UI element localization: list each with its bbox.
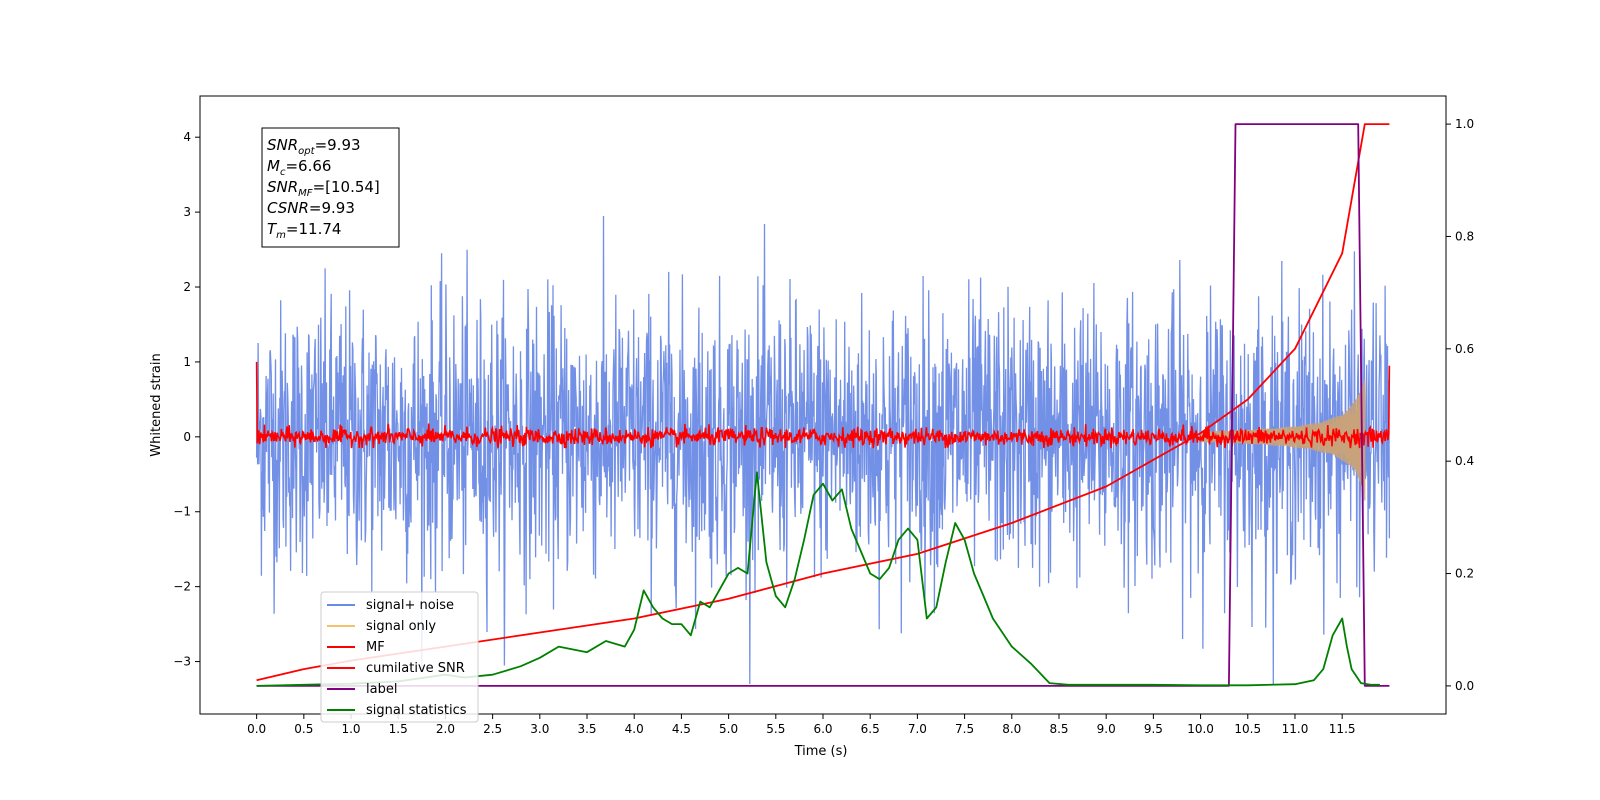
x-axis-label: Time (s)	[794, 744, 848, 759]
x-tick-label: 1.5	[389, 722, 408, 736]
legend-label: signal only	[366, 619, 436, 634]
legend: signal+ noise signal only MF cumilative SNR…	[320, 591, 479, 723]
annotation-line: Tm=11.74	[267, 220, 341, 241]
annotation-line: Mc=6.66	[267, 157, 331, 178]
legend-frame	[320, 591, 479, 723]
annotation-line: SNRopt=9.93	[267, 136, 361, 157]
label-line	[256, 123, 1390, 687]
legend-label: signal statistics	[366, 703, 467, 718]
x-tick-label: 8.5	[1049, 722, 1068, 736]
y2-axis-ticks: 0.0 0.2 0.4 0.6 0.8 1.0	[1446, 117, 1474, 693]
legend-label: MF	[366, 640, 385, 655]
legend-label: signal+ noise	[366, 598, 454, 613]
y-tick-label: 0	[183, 430, 191, 444]
y-tick-label: −2	[173, 580, 191, 594]
y-tick-label: 1	[183, 355, 191, 369]
y2-tick-label: 0.6	[1455, 342, 1474, 356]
x-tick-label: 7.0	[908, 722, 927, 736]
y-tick-label: 2	[183, 280, 191, 294]
x-tick-label: 6.0	[813, 722, 832, 736]
y2-tick-label: 0.2	[1455, 567, 1474, 581]
annotation-box: SNRopt=9.93Mc=6.66SNRMF=[10.54]CSNR=9.93…	[261, 127, 400, 248]
y-tick-label: −1	[173, 505, 191, 519]
y2-tick-label: 0.0	[1455, 679, 1474, 693]
x-tick-label: 0.5	[294, 722, 313, 736]
x-tick-label: 2.0	[436, 722, 455, 736]
y-tick-label: 4	[183, 130, 191, 144]
mf-line	[255, 361, 1391, 449]
y-axis-ticks: −3 −2 −1 0 1 2 3 4	[173, 130, 200, 669]
x-tick-label: 4.0	[625, 722, 644, 736]
x-axis-ticks: 0.0 0.5 1.0 1.5 2.0 2.5 3.0 3.5 4.0 4.5 5.0 5.5 6.0 6…	[247, 714, 1356, 736]
annotation-line: CSNR=9.93	[267, 199, 355, 217]
x-tick-label: 11.0	[1282, 722, 1309, 736]
y-axis-label: Whitened strain	[149, 353, 164, 456]
x-tick-label: 10.5	[1234, 722, 1261, 736]
annotation-line: SNRMF=[10.54]	[267, 178, 380, 199]
x-tick-label: 9.5	[1144, 722, 1163, 736]
y-tick-label: −3	[173, 655, 191, 669]
x-tick-label: 1.0	[341, 722, 360, 736]
x-tick-label: 2.5	[483, 722, 502, 736]
y2-tick-label: 0.8	[1455, 229, 1474, 243]
y2-tick-label: 0.4	[1455, 454, 1474, 468]
x-tick-label: 0.0	[247, 722, 266, 736]
x-tick-label: 9.0	[1097, 722, 1116, 736]
signal-noise-line	[255, 215, 1391, 685]
mf-series	[255, 361, 1391, 449]
x-tick-label: 10.0	[1187, 722, 1214, 736]
y2-tick-label: 1.0	[1455, 117, 1474, 131]
signal-statistics-line	[256, 471, 1380, 687]
x-tick-label: 8.0	[1002, 722, 1021, 736]
x-tick-label: 6.5	[861, 722, 880, 736]
legend-label: cumilative SNR	[366, 661, 465, 676]
x-tick-label: 5.5	[766, 722, 785, 736]
annotation-frame	[261, 127, 400, 248]
x-tick-label: 11.5	[1329, 722, 1356, 736]
x-tick-label: 4.5	[672, 722, 691, 736]
signal-noise-series	[255, 215, 1391, 685]
x-tick-label: 5.0	[719, 722, 738, 736]
x-tick-label: 3.5	[577, 722, 596, 736]
x-tick-label: 7.5	[955, 722, 974, 736]
legend-label: label	[366, 682, 397, 697]
y-tick-label: 3	[183, 205, 191, 219]
x-tick-label: 3.0	[530, 722, 549, 736]
